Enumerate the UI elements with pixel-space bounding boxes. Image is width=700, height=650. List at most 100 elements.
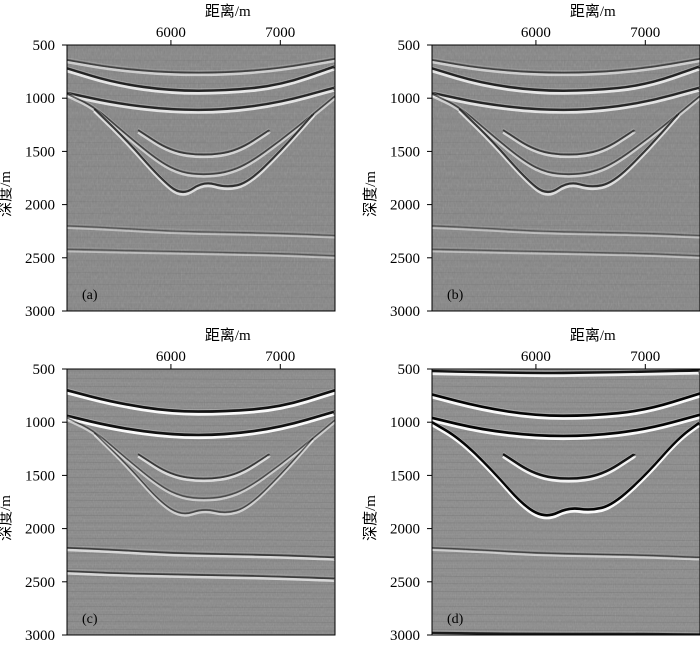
striation-line: [67, 290, 335, 292]
reflector-sidelobe: [432, 630, 700, 633]
striation-line: [432, 488, 700, 490]
x-axis-label: 距离/m: [570, 3, 616, 20]
striation-line: [432, 602, 700, 604]
striation-line: [432, 248, 700, 252]
reflector-highlight: [67, 548, 335, 561]
y-tick-label: 2000: [390, 522, 420, 538]
striation-line: [67, 248, 335, 252]
plot-frame: [66, 368, 336, 636]
striation-line: [432, 628, 700, 632]
reflector-sidelobe: [94, 106, 314, 191]
x-tick-label: 7000: [265, 349, 295, 365]
striation-line: [67, 201, 335, 203]
striation-line: [432, 201, 700, 203]
reflector-sidelobe: [67, 388, 335, 410]
reflector-event: [432, 93, 700, 176]
striation-line: [67, 533, 335, 537]
striation-line: [432, 230, 700, 233]
y-tick-label: 500: [398, 38, 421, 54]
striation-line: [432, 189, 700, 193]
reflector-event: [432, 369, 700, 375]
striation-line: [432, 594, 700, 598]
striation-line: [432, 381, 700, 385]
reflector-event: [67, 417, 335, 499]
striation-line: [67, 628, 335, 632]
striation-line: [432, 272, 700, 275]
reflector-highlight: [137, 130, 271, 159]
striation-line: [67, 438, 335, 442]
striation-line: [67, 473, 335, 476]
reflector-highlight: [432, 250, 700, 259]
striation-line: [67, 613, 335, 617]
panel-label: (a): [82, 288, 98, 303]
striation-line: [67, 518, 335, 522]
reflector-highlight: [67, 572, 335, 583]
striation-line: [432, 583, 700, 585]
striation-line: [432, 213, 700, 216]
striation-line: [67, 59, 335, 62]
striation-line: [432, 473, 700, 476]
reflector-highlight: [432, 88, 700, 114]
striation-line: [432, 533, 700, 537]
plot-frame: [431, 44, 700, 312]
reflector-sidelobe: [67, 85, 335, 109]
striation-line: [67, 272, 335, 275]
reflector-event: [67, 65, 335, 93]
striation-line: [432, 587, 700, 590]
reflector-highlight: [93, 109, 315, 196]
striation-line: [432, 530, 700, 533]
striation-line: [67, 171, 335, 173]
reflector-event: [432, 86, 700, 112]
y-tick-label: 500: [33, 38, 56, 54]
striation-line: [67, 159, 335, 163]
panel-label: (b): [447, 288, 464, 303]
striation-line: [432, 266, 700, 269]
reflectors: [432, 56, 700, 259]
reflector-highlight: [502, 454, 637, 483]
y-tick-label: 1000: [25, 415, 55, 431]
y-tick-label: 2500: [390, 575, 420, 591]
y-tick-label: 500: [33, 362, 56, 378]
striation-line: [67, 442, 335, 446]
striation-line: [67, 213, 335, 216]
reflector-sidelobe: [432, 85, 700, 109]
y-tick-label: 3000: [390, 628, 420, 644]
striations: [67, 370, 335, 635]
reflector-event: [432, 392, 700, 418]
reflector-sidelobe: [432, 56, 700, 72]
reflector-sidelobe: [432, 64, 700, 90]
striation-line: [67, 606, 335, 609]
striation-line: [432, 385, 700, 389]
reflector-highlight: [93, 434, 314, 517]
striation-line: [67, 507, 335, 509]
y-tick-label: 2500: [390, 251, 420, 267]
striation-line: [67, 568, 335, 571]
striation-line: [432, 514, 700, 518]
striation-line: [67, 307, 335, 311]
reflector-highlight: [458, 109, 680, 196]
x-axis-label: 距离/m: [205, 3, 251, 20]
striation-line: [432, 260, 700, 262]
striation-line: [432, 537, 700, 541]
x-tick-label: 6000: [156, 349, 186, 365]
reflector-event: [432, 547, 700, 559]
striation-line: [67, 385, 335, 389]
striation-line: [67, 594, 335, 598]
striation-line: [432, 118, 700, 121]
reflector-highlight: [432, 415, 700, 441]
panel-c: 6000 7000 500 1000 1500 2000 2500 3000 距离/m 深度/m (…: [0, 327, 336, 644]
reflector-sidelobe: [67, 91, 335, 173]
reflector-sidelobe: [502, 127, 635, 153]
panel-a: 6000 7000 500 1000 1500 2000 2500 3000 距离/m 深度/m (…: [0, 3, 336, 320]
y-tick-label: 2000: [25, 522, 55, 538]
reflector-event: [432, 225, 700, 237]
reflector-sidelobe: [432, 412, 700, 435]
reflector-sidelobe: [432, 419, 700, 514]
reflector-sidelobe: [432, 223, 700, 234]
striation-line: [67, 530, 335, 533]
panel-d: 6000 7000 500 1000 1500 2000 2500 3000 距离/m 深度/m (…: [362, 327, 700, 644]
x-tick-label: 6000: [521, 349, 551, 365]
reflector-event: [67, 546, 335, 559]
striation-line: [432, 526, 700, 528]
striation-line: [67, 236, 335, 239]
